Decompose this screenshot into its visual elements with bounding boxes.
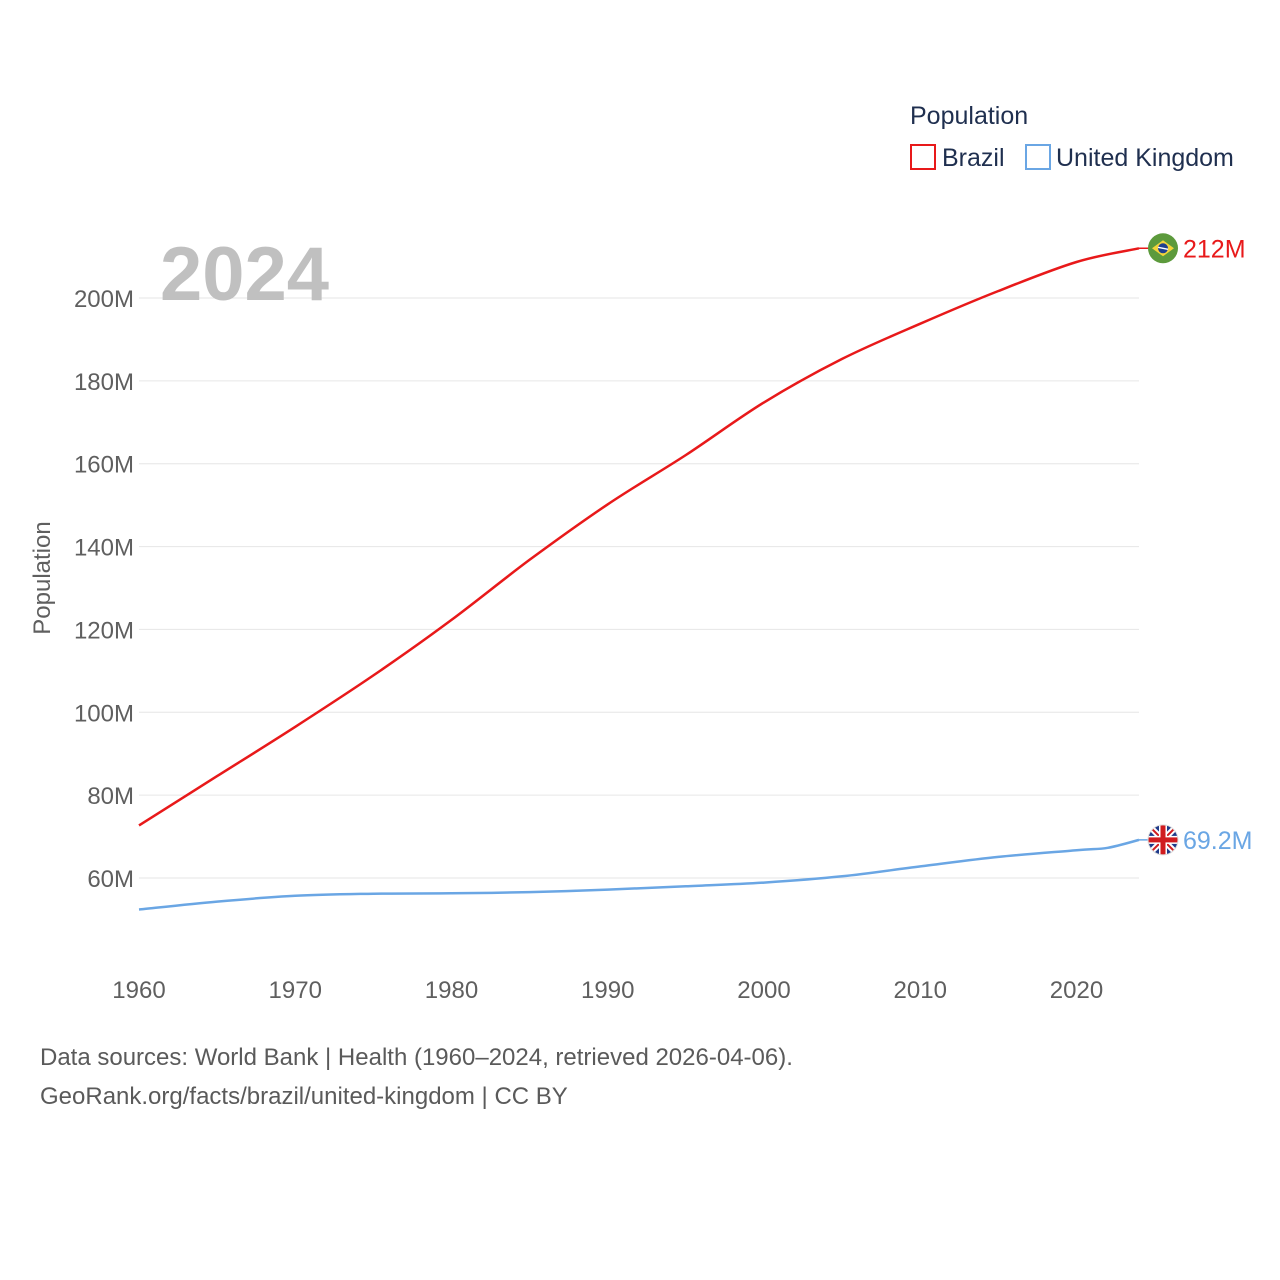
series-line-brazil[interactable]: [138, 247, 1140, 827]
credit-link[interactable]: GeoRank.org/facts/brazil/united-kingdom …: [40, 1083, 568, 1110]
y-tick-label: 160M: [74, 452, 134, 479]
x-tick-label: 1990: [581, 977, 634, 1004]
x-tick-label: 2010: [894, 977, 947, 1004]
end-label-brazil: 212M: [1183, 235, 1246, 263]
y-tick-label: 140M: [74, 535, 134, 562]
y-tick-label: 100M: [74, 700, 134, 727]
legend-title: Population: [910, 102, 1028, 130]
series-line-united-kingdom[interactable]: [138, 838, 1140, 911]
y-axis-ticks: 60M 80M 100M 120M 140M 160M 180M 200M: [74, 286, 134, 893]
data-source-note: Data sources: World Bank | Health (1960–…: [40, 1044, 793, 1071]
y-tick-label: 80M: [87, 783, 134, 810]
legend-label-brazil: Brazil: [942, 144, 1005, 172]
x-tick-label: 1980: [425, 977, 478, 1004]
legend-item-brazil[interactable]: Brazil: [910, 144, 1005, 172]
uk-flag-icon: [1147, 824, 1179, 856]
x-tick-label: 2020: [1050, 977, 1103, 1004]
y-tick-label: 120M: [74, 617, 134, 644]
end-label-united-kingdom: 69.2M: [1183, 827, 1252, 855]
x-tick-label: 2000: [737, 977, 790, 1004]
y-tick-label: 180M: [74, 369, 134, 396]
brazil-flag-icon: [1148, 233, 1178, 264]
y-tick-label: 60M: [87, 866, 134, 893]
series-lines: [138, 247, 1163, 911]
y-axis-title: Population: [29, 521, 56, 634]
x-tick-label: 1960: [112, 977, 165, 1004]
x-axis-ticks: 1960 1970 1980 1990 2000 2010 2020: [112, 977, 1103, 1004]
legend-swatch-brazil: [910, 144, 936, 170]
current-year-label: 2024: [160, 232, 329, 317]
y-tick-label: 200M: [74, 286, 134, 313]
x-tick-label: 1970: [269, 977, 322, 1004]
legend-label-united-kingdom: United Kingdom: [1056, 144, 1234, 172]
gridlines: [139, 297, 1139, 879]
legend-item-united-kingdom[interactable]: United Kingdom: [1025, 144, 1234, 172]
legend-swatch-united-kingdom: [1025, 144, 1051, 170]
legend: Population Brazil United Kingdom: [910, 102, 1234, 172]
